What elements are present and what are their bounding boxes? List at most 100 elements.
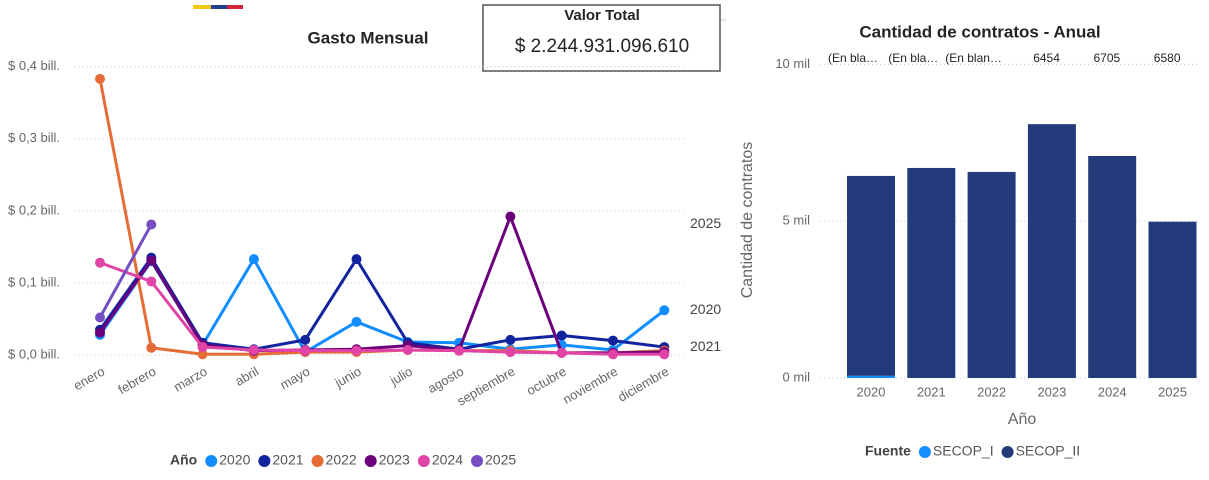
legend-label: 2022: [326, 452, 357, 468]
x-tick-label: marzo: [171, 364, 210, 395]
y-tick-label: $ 0,1 bill.: [8, 274, 60, 289]
point: [351, 345, 362, 356]
x-tick-label: 2023: [1037, 384, 1066, 399]
y-tick-label: $ 0,2 bill.: [8, 202, 60, 217]
legend-swatch: [417, 455, 430, 467]
x-tick-label: mayo: [277, 364, 312, 393]
legend-label: SECOP_II: [1016, 443, 1081, 459]
legend-label: 2025: [485, 452, 516, 468]
legend-swatch: [918, 446, 931, 458]
bar: [1088, 156, 1137, 378]
legend-label: SECOP_I: [933, 443, 994, 459]
point: [608, 349, 618, 360]
point: [146, 276, 157, 287]
x-tick-label: julio: [387, 364, 415, 389]
legend-swatch: [311, 455, 324, 467]
y-tick-label: $ 0,4 bill.: [8, 58, 60, 73]
x-tick-label: agosto: [425, 364, 466, 397]
point: [300, 334, 311, 345]
chart-title: Gasto Mensual: [308, 28, 429, 47]
annotation: 6454: [1033, 51, 1060, 65]
point: [146, 342, 157, 353]
point: [659, 349, 670, 360]
point: [556, 330, 567, 341]
flag-blue: [211, 5, 227, 9]
annotation: (En blan…: [945, 51, 1002, 65]
line: [98, 254, 665, 351]
point: [556, 347, 567, 358]
point: [505, 211, 516, 222]
point: [95, 312, 105, 323]
legend-title: Año: [170, 452, 197, 468]
y-tick-label: 5 mil: [783, 213, 811, 228]
point: [95, 327, 105, 338]
y-tick-label: $ 0,0 bill.: [8, 346, 60, 361]
point: [197, 349, 208, 360]
x-tick-label: 2020: [857, 384, 886, 399]
bar: [1148, 221, 1197, 378]
card-title: Valor Total: [564, 7, 640, 24]
legend-swatch: [205, 455, 218, 467]
y-axis-title: Cantidad de contratos: [739, 142, 756, 299]
point: [454, 345, 465, 356]
x-tick-label: junio: [332, 364, 364, 391]
end-label: 2020: [690, 301, 721, 317]
flag-yellow: [193, 5, 211, 9]
legend-label: 2024: [432, 452, 463, 468]
legend-label: 2021: [272, 452, 303, 468]
x-tick-label: febrero: [115, 364, 158, 398]
end-label: 2021: [690, 338, 721, 354]
annotation: (En bla…: [888, 51, 938, 65]
card: [482, 4, 721, 72]
legend-swatch: [364, 455, 377, 467]
point: [146, 255, 157, 266]
point: [402, 344, 413, 355]
x-tick-label: 2022: [977, 384, 1006, 399]
point: [248, 254, 259, 265]
point: [659, 305, 670, 316]
x-tick-label: enero: [71, 364, 107, 394]
legend-swatch: [471, 455, 483, 467]
bar: [907, 167, 956, 378]
line: [99, 261, 665, 356]
bar: [847, 375, 895, 378]
x-tick-label: septiembre: [454, 364, 517, 409]
card-value: $ 2.244.931.096.610: [515, 36, 689, 57]
legend-swatch: [1001, 446, 1014, 458]
x-tick-label: diciembre: [615, 364, 671, 405]
y-tick-label: $ 0,3 bill.: [8, 130, 60, 145]
y-tick-label: 10 mil: [775, 56, 810, 71]
point: [248, 344, 259, 355]
x-axis-title: Año: [1008, 411, 1037, 428]
x-tick-label: 2021: [917, 384, 946, 399]
point: [505, 347, 516, 358]
annotation: 6705: [1093, 51, 1120, 65]
point: [351, 316, 362, 327]
y-tick-label: 0 mil: [783, 369, 811, 384]
end-label: 2025: [690, 215, 721, 231]
point: [351, 254, 362, 265]
point: [95, 73, 105, 84]
point: [95, 257, 105, 268]
x-tick-label: abril: [232, 364, 261, 389]
legend-title: Fuente: [865, 443, 911, 459]
legend-label: 2020: [219, 452, 250, 468]
bar: [1027, 124, 1076, 378]
point: [300, 345, 311, 356]
point: [505, 334, 516, 345]
legend-label: 2023: [379, 452, 410, 468]
line: [98, 223, 153, 319]
bar: [847, 175, 895, 376]
x-tick-label: 2025: [1158, 384, 1187, 399]
chart-title: Cantidad de contratos - Anual: [859, 22, 1100, 41]
annotation: (En bla…: [828, 51, 878, 65]
x-tick-label: noviembre: [560, 364, 620, 407]
bar: [967, 171, 1016, 378]
point: [146, 219, 157, 230]
point: [608, 335, 618, 346]
x-tick-label: 2024: [1098, 384, 1127, 399]
point: [197, 342, 208, 353]
flag-red: [227, 5, 243, 9]
legend-swatch: [258, 455, 271, 467]
